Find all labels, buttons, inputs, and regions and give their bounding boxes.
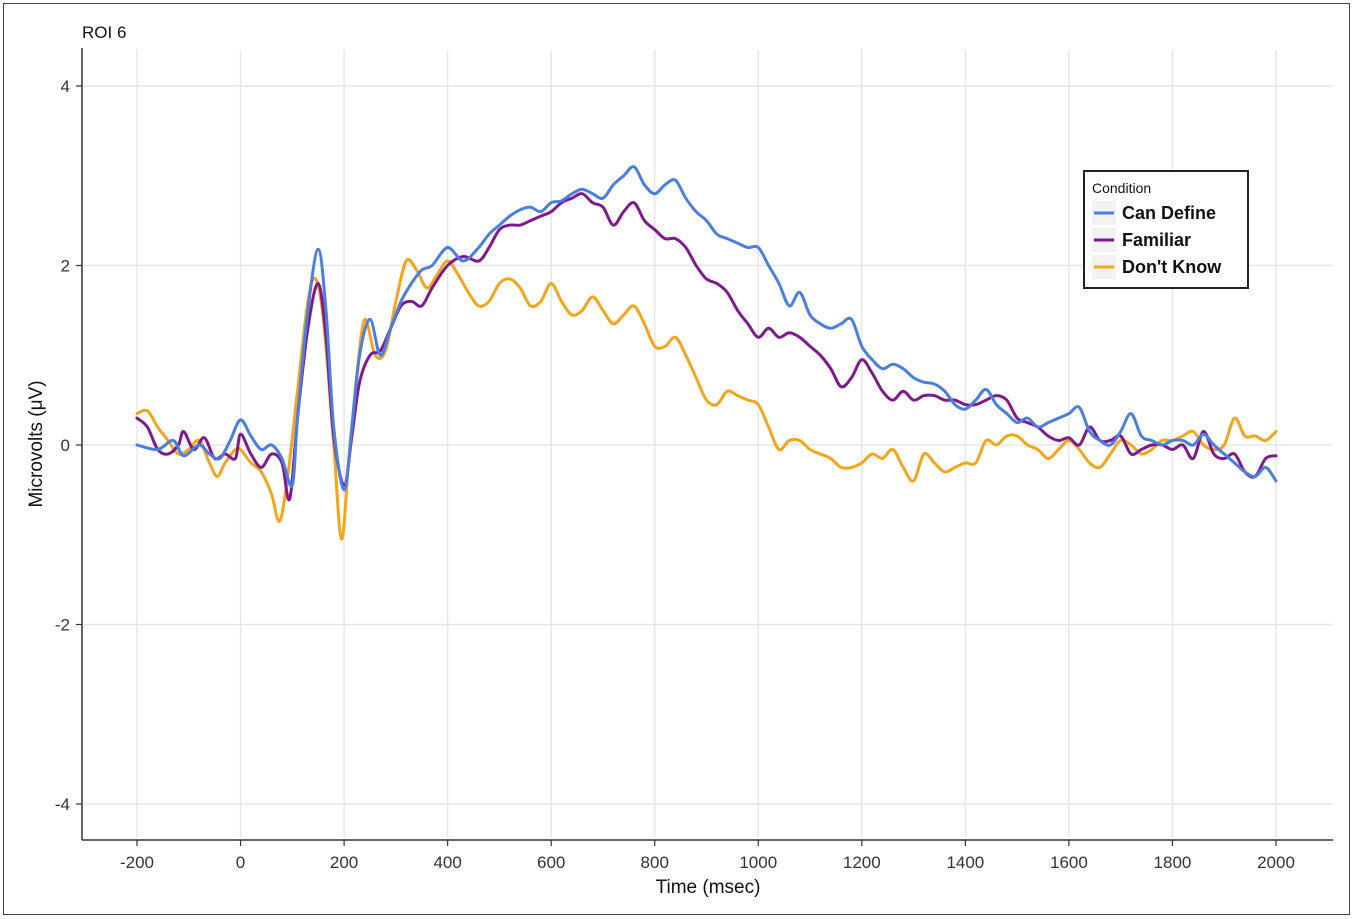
x-tick-label: 1400 bbox=[946, 853, 984, 872]
legend-items: Can Define Familiar Don't Know bbox=[1092, 201, 1222, 279]
x-tick-label: 2000 bbox=[1257, 853, 1295, 872]
axes bbox=[81, 48, 1333, 841]
x-tick-label: 1000 bbox=[739, 853, 777, 872]
legend-label: Familiar bbox=[1122, 230, 1191, 250]
x-tick-label: -200 bbox=[120, 853, 154, 872]
legend-label: Don't Know bbox=[1122, 257, 1222, 277]
y-tick-label: 4 bbox=[61, 77, 70, 96]
x-tick-label: 200 bbox=[330, 853, 358, 872]
legend-title: Condition bbox=[1092, 180, 1151, 196]
y-tick-label: -2 bbox=[55, 616, 70, 635]
x-tick-label: 1800 bbox=[1154, 853, 1192, 872]
series-line-don-t-know bbox=[135, 258, 1278, 541]
x-tick-label: 0 bbox=[236, 853, 245, 872]
y-tick-label: 0 bbox=[61, 436, 70, 455]
series-line-familiar bbox=[135, 192, 1278, 502]
grid bbox=[84, 50, 1333, 838]
x-tick-label: 1200 bbox=[843, 853, 881, 872]
x-axis-title: Time (msec) bbox=[656, 877, 761, 898]
x-tick-label: 400 bbox=[433, 853, 461, 872]
panel-title: ROI 6 bbox=[82, 23, 126, 42]
legend: Condition Can Define Familiar Don't Know bbox=[1083, 170, 1249, 289]
x-tick-label: 600 bbox=[537, 853, 565, 872]
y-axis-title: Microvolts (μV) bbox=[26, 380, 47, 507]
legend-label: Can Define bbox=[1122, 203, 1216, 223]
x-ticks: -200 0 200 400 600 800 1000 1200 1400 1600 1800 200… bbox=[120, 840, 1295, 872]
x-tick-label: 1600 bbox=[1050, 853, 1088, 872]
series-lines bbox=[135, 165, 1278, 541]
y-ticks: -4 -2 0 2 4 bbox=[55, 77, 82, 814]
x-tick-label: 800 bbox=[641, 853, 669, 872]
y-tick-label: -4 bbox=[55, 795, 70, 814]
y-tick-label: 2 bbox=[61, 257, 70, 276]
series-line-can-define bbox=[135, 165, 1278, 492]
